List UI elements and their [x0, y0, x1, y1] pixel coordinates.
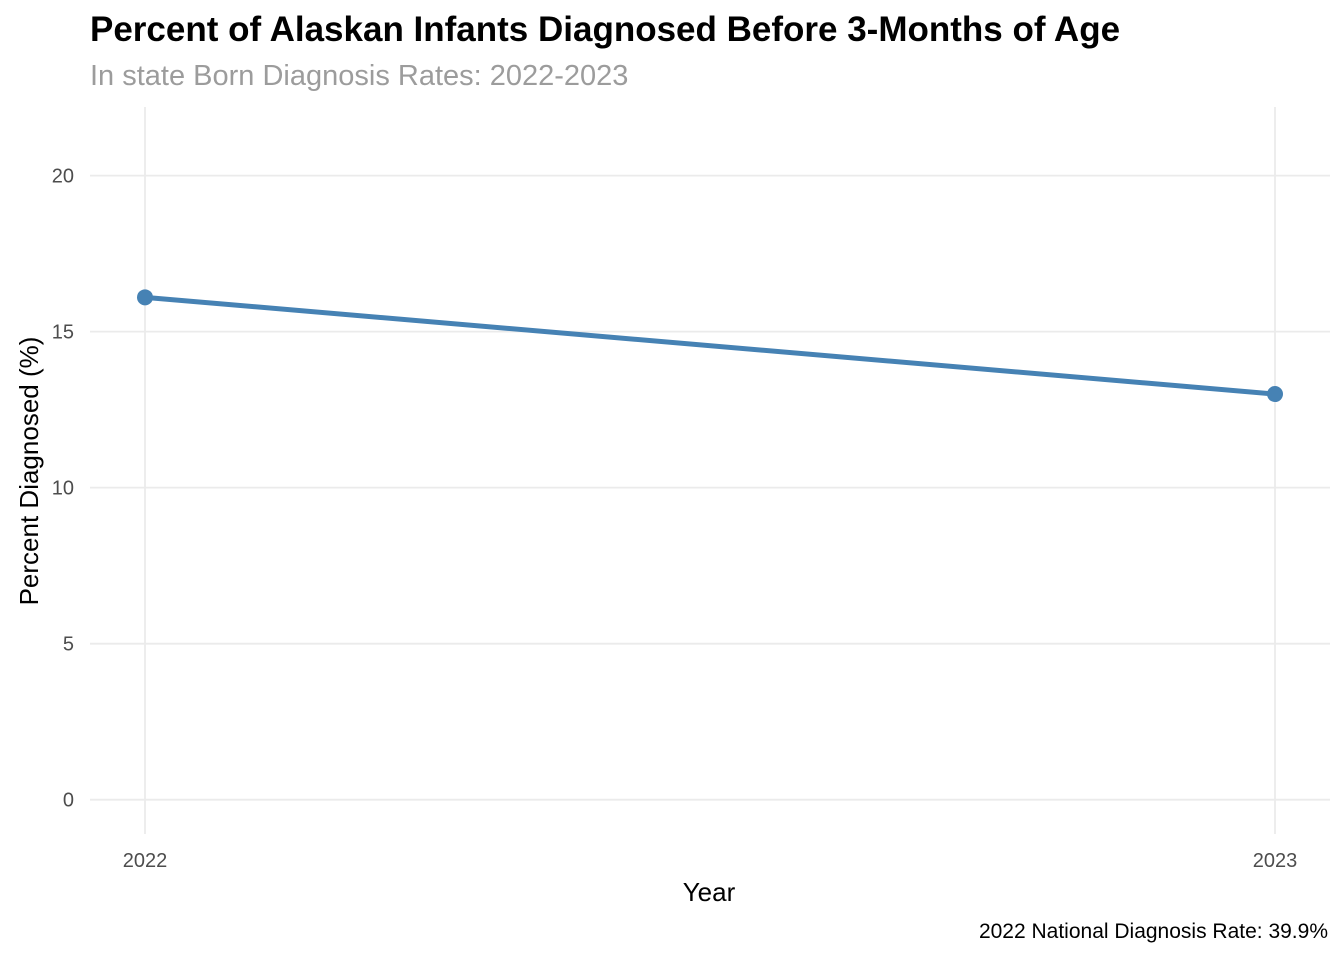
data-point	[1267, 386, 1283, 403]
y-tick-label: 5	[63, 634, 74, 656]
y-tick-label: 15	[52, 322, 74, 344]
x-tick-label: 2022	[123, 850, 168, 872]
x-axis-title: Year	[683, 877, 736, 907]
chart-title: Percent of Alaskan Infants Diagnosed Bef…	[90, 10, 1121, 49]
y-tick-label: 20	[52, 166, 74, 188]
chart-caption: 2022 National Diagnosis Rate: 39.9%	[978, 920, 1328, 943]
y-tick-label: 10	[52, 478, 74, 500]
data-point	[137, 289, 153, 306]
x-tick-label: 2023	[1253, 850, 1298, 872]
gridlines	[90, 107, 1330, 834]
chart-subtitle: In state Born Diagnosis Rates: 2022-2023	[90, 60, 629, 92]
y-tick-label: 0	[63, 790, 74, 812]
series	[137, 289, 1283, 403]
x-axis-ticks: 2022 2023	[123, 850, 1298, 872]
y-axis-ticks: 0 5 10 15 20	[52, 166, 74, 812]
series-line	[144, 294, 1276, 397]
y-axis-title: Percent Diagnosed (%)	[14, 337, 44, 606]
